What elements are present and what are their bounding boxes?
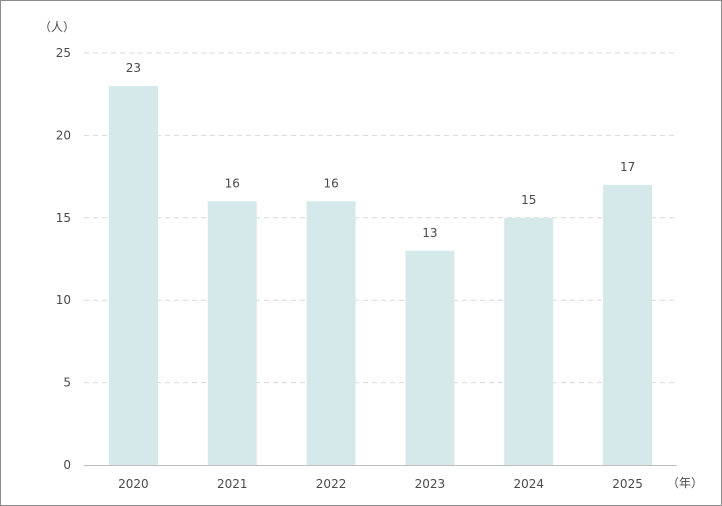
y-axis-unit-label: （人）	[39, 20, 75, 34]
x-tick-label: 2020	[118, 477, 149, 491]
y-tick-label: 25	[56, 46, 71, 60]
x-tick-label: 2022	[316, 477, 347, 491]
data-label: 13	[422, 226, 437, 240]
y-tick-label: 5	[63, 376, 71, 390]
data-label: 17	[620, 160, 635, 174]
x-tick-label: 2025	[612, 477, 643, 491]
data-label: 15	[521, 193, 536, 207]
bar-2021	[207, 201, 257, 465]
data-label: 16	[225, 176, 240, 190]
gridlines	[84, 52, 677, 384]
data-label: 16	[323, 176, 338, 190]
x-tick-label: 2023	[415, 477, 446, 491]
x-tick-label: 2024	[513, 477, 544, 491]
data-label: 23	[126, 61, 141, 75]
x-axis-unit-label: （年）	[667, 476, 703, 490]
y-tick-label: 20	[56, 128, 71, 142]
x-tick-label: 2021	[217, 477, 248, 491]
labels: 0510152025232020162021162022132023152024…	[56, 46, 643, 491]
y-tick-label: 0	[63, 458, 71, 472]
bars	[108, 85, 653, 466]
y-tick-label: 10	[56, 293, 71, 307]
y-tick-label: 15	[56, 211, 71, 225]
bar-2024	[504, 217, 554, 465]
bar-2025	[603, 184, 653, 465]
bar-2023	[405, 250, 455, 465]
bar-2022	[306, 201, 356, 465]
bar-2020	[108, 85, 158, 466]
